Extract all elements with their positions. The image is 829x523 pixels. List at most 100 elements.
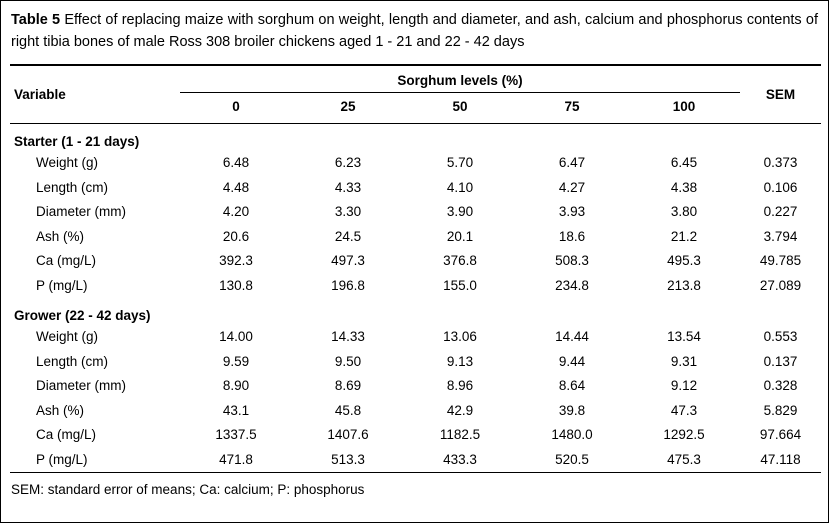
row-label: Length (cm) (36, 179, 109, 195)
table-row: Ca (mg/L) 392.3 497.3 376.8 508.3 495.3 … (10, 249, 821, 274)
cell-value: 0.553 (763, 329, 798, 345)
cell-value: 9.59 (222, 353, 250, 369)
cell-value: 0.328 (763, 378, 798, 394)
cell-value: 9.13 (446, 353, 474, 369)
row-label: P (mg/L) (36, 277, 88, 293)
cell-value: 1337.5 (215, 427, 257, 443)
cell-value: 3.794 (763, 228, 798, 244)
cell-value: 14.00 (219, 329, 253, 345)
cell-value: 14.33 (331, 329, 365, 345)
cell-value: 6.45 (670, 155, 698, 171)
cell-value: 4.48 (222, 179, 250, 195)
cell-value: 49.785 (759, 253, 802, 269)
cell-value: 24.5 (334, 228, 362, 244)
cell-value: 13.54 (667, 329, 701, 345)
section-title-grower: Grower (22 - 42 days) (14, 307, 151, 323)
column-header-level-0: 0 (232, 98, 240, 114)
table-row: Ash (%) 20.6 24.5 20.1 18.6 21.2 3.794 (10, 224, 821, 249)
row-label: P (mg/L) (36, 451, 88, 467)
cell-value: 5.70 (446, 155, 474, 171)
table-caption-label: Table 5 (11, 12, 61, 28)
cell-value: 495.3 (667, 253, 701, 269)
row-label: Ash (%) (36, 228, 85, 244)
cell-value: 4.38 (670, 179, 698, 195)
cell-value: 497.3 (331, 253, 365, 269)
cell-value: 0.373 (763, 155, 798, 171)
table-caption-text: Effect of replacing maize with sorghum o… (11, 12, 819, 50)
section-header-row: Grower (22 - 42 days) (10, 298, 821, 325)
cell-value: 3.30 (334, 204, 362, 220)
column-header-level-75: 75 (564, 98, 580, 114)
table-row: P (mg/L) 471.8 513.3 433.3 520.5 475.3 4… (10, 447, 821, 472)
cell-value: 513.3 (331, 451, 365, 467)
cell-value: 155.0 (443, 277, 477, 293)
table-footnote: SEM: standard error of means; Ca: calciu… (11, 481, 365, 497)
cell-value: 6.48 (222, 155, 250, 171)
cell-value: 4.27 (558, 179, 586, 195)
cell-value: 9.44 (558, 353, 586, 369)
cell-value: 213.8 (667, 277, 701, 293)
cell-value: 1292.5 (663, 427, 705, 443)
cell-value: 97.664 (759, 427, 802, 443)
cell-value: 8.69 (334, 378, 362, 394)
cell-value: 4.20 (222, 204, 250, 220)
cell-value: 18.6 (558, 228, 586, 244)
table-row: Weight (g) 14.00 14.33 13.06 14.44 13.54… (10, 325, 821, 350)
cell-value: 39.8 (558, 402, 586, 418)
cell-value: 45.8 (334, 402, 362, 418)
row-label: Weight (g) (36, 155, 99, 171)
cell-value: 27.089 (759, 277, 802, 293)
row-label: Weight (g) (36, 329, 99, 345)
section-header-row: Starter (1 - 21 days) (10, 123, 821, 151)
section-title-starter: Starter (1 - 21 days) (14, 133, 140, 149)
row-label: Ash (%) (36, 402, 85, 418)
cell-value: 13.06 (443, 329, 477, 345)
cell-value: 8.96 (446, 378, 474, 394)
cell-value: 392.3 (219, 253, 253, 269)
cell-value: 1480.0 (551, 427, 593, 443)
column-header-sorghum-levels: Sorghum levels (%) (180, 64, 741, 93)
cell-value: 3.93 (558, 204, 586, 220)
table-row: Ash (%) 43.1 45.8 42.9 39.8 47.3 5.829 (10, 398, 821, 423)
cell-value: 8.64 (558, 378, 586, 394)
table-row: Diameter (mm) 8.90 8.69 8.96 8.64 9.12 0… (10, 374, 821, 399)
cell-value: 3.80 (670, 204, 698, 220)
cell-value: 9.12 (670, 378, 698, 394)
cell-value: 475.3 (667, 451, 701, 467)
cell-value: 20.1 (446, 228, 474, 244)
cell-value: 47.3 (670, 402, 698, 418)
table-row: Length (cm) 9.59 9.50 9.13 9.44 9.31 0.1… (10, 349, 821, 374)
cell-value: 433.3 (443, 451, 477, 467)
row-label: Diameter (mm) (36, 204, 126, 220)
table-caption: Table 5 Effect of replacing maize with s… (1, 1, 828, 60)
header-row-levels: 0 25 50 75 100 (10, 92, 821, 123)
column-header-sem: SEM (765, 86, 796, 102)
cell-value: 21.2 (670, 228, 698, 244)
cell-value: 508.3 (555, 253, 589, 269)
cell-value: 43.1 (222, 402, 250, 418)
column-header-level-100: 100 (672, 98, 696, 114)
table-row: Length (cm) 4.48 4.33 4.10 4.27 4.38 0.1… (10, 175, 821, 200)
table-row: Ca (mg/L) 1337.5 1407.6 1182.5 1480.0 12… (10, 423, 821, 448)
header-row-top: Variable Sorghum levels (%) SEM (10, 64, 821, 102)
cell-value: 8.90 (222, 378, 250, 394)
row-label: Ca (mg/L) (36, 427, 97, 443)
table-header: Variable Sorghum levels (%) SEM 0 25 50 … (10, 64, 822, 123)
table-row: P (mg/L) 130.8 196.8 155.0 234.8 213.8 2… (10, 273, 821, 298)
table-body: Starter (1 - 21 days) Weight (g) 6.48 6.… (10, 123, 822, 472)
cell-value: 4.33 (334, 179, 362, 195)
cell-value: 3.90 (446, 204, 474, 220)
cell-value: 1182.5 (439, 427, 481, 443)
cell-value: 9.31 (670, 353, 698, 369)
cell-value: 0.137 (763, 353, 798, 369)
row-label: Diameter (mm) (36, 378, 126, 394)
row-label: Ca (mg/L) (36, 253, 97, 269)
cell-value: 47.118 (760, 451, 801, 467)
cell-value: 1407.6 (327, 427, 369, 443)
cell-value: 14.44 (555, 329, 589, 345)
data-table: Variable Sorghum levels (%) SEM 0 25 50 … (10, 64, 822, 473)
cell-value: 9.50 (334, 353, 362, 369)
table-row: Weight (g) 6.48 6.23 5.70 6.47 6.45 0.37… (10, 151, 821, 176)
cell-value: 6.23 (334, 155, 362, 171)
